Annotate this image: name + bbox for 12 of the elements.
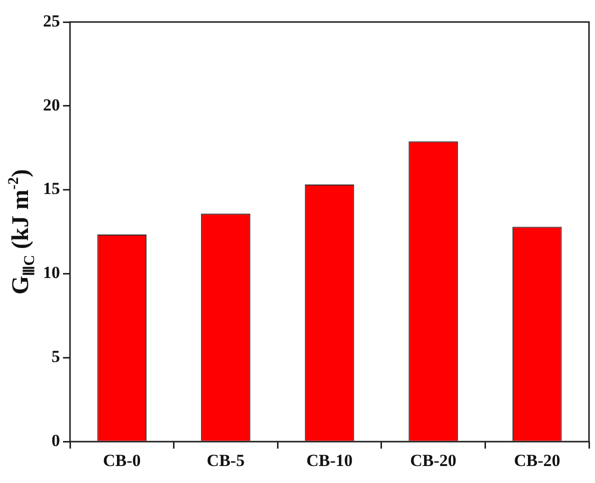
y-tick-label: 0 (52, 430, 60, 450)
x-tick-label: CB-5 (206, 451, 245, 470)
x-tick-label: CB-20 (514, 451, 560, 470)
x-tick-label: CB-10 (306, 451, 353, 470)
y-tick-label: 5 (52, 347, 60, 366)
y-tick-label: 25 (43, 11, 60, 30)
y-axis-title: GⅢC (kJ m-2) (6, 169, 38, 294)
y-tick-label: 15 (43, 179, 60, 198)
x-tick-label: CB-20 (410, 451, 456, 470)
x-tick-label: CB-0 (103, 451, 141, 470)
y-tick-label: 20 (43, 95, 60, 114)
y-tick-label: 10 (43, 263, 60, 282)
